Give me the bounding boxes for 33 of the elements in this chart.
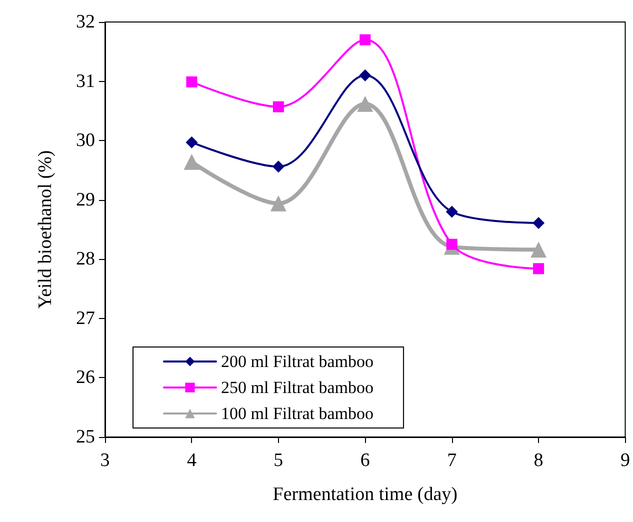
point (272, 160, 284, 173)
x-tick-label: 8 (534, 450, 544, 471)
y-tick-label: 31 (76, 70, 95, 92)
point (270, 195, 286, 212)
point (186, 76, 198, 88)
y-axis-title: Yeild bioethanol (%) (35, 150, 56, 309)
point (359, 69, 372, 82)
y-tick-label: 30 (76, 130, 95, 152)
point (357, 96, 374, 112)
point (360, 34, 371, 46)
x-tick-label: 3 (100, 450, 110, 471)
legend-label: 100 ml Filtrat bamboo (221, 404, 374, 423)
y-tick-label: 29 (76, 189, 95, 210)
x-tick-label: 7 (447, 450, 457, 471)
y-tick-label: 27 (76, 308, 95, 329)
point (272, 101, 284, 112)
x-tick-label: 6 (360, 450, 370, 471)
point (533, 263, 544, 274)
y-tick-label: 32 (76, 12, 95, 32)
point (530, 242, 547, 258)
legend-label: 250 ml Filtrat bamboo (221, 378, 374, 397)
x-tick-label: 5 (274, 450, 284, 471)
x-axis-title: Fermentation time (day) (272, 484, 458, 505)
point (446, 206, 458, 218)
y-tick-label: 26 (76, 367, 95, 388)
y-tick-label: 25 (76, 426, 95, 448)
point (532, 216, 545, 229)
x-tick-label: 9 (620, 450, 630, 471)
x-tick-label: 4 (186, 450, 197, 471)
legend-label: 200 ml Filtrat bamboo (221, 352, 374, 371)
point (184, 154, 200, 170)
point (186, 136, 198, 148)
y-tick-label: 28 (76, 248, 95, 270)
